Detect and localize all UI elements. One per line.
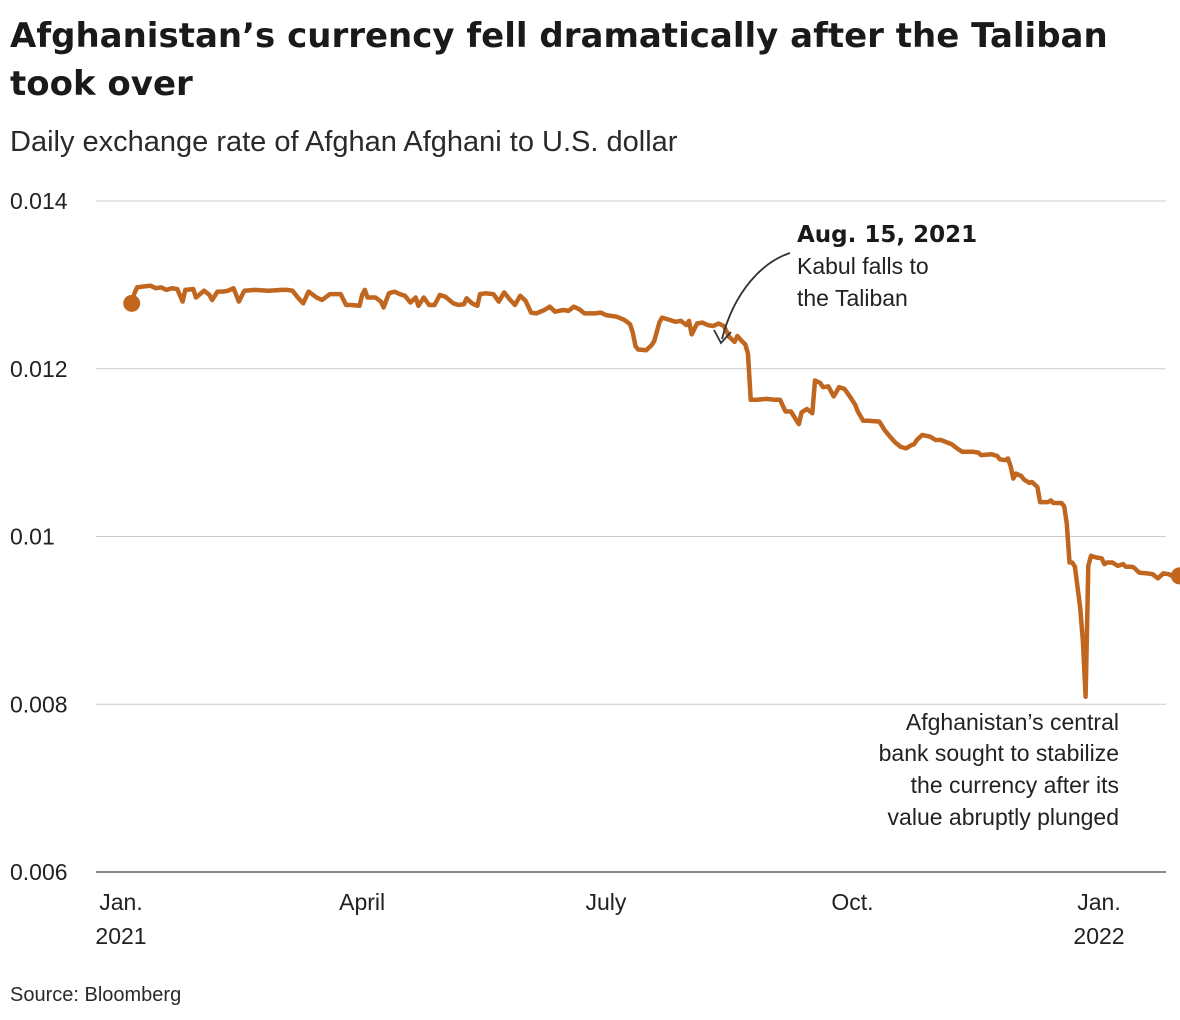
chart-subtitle: Daily exchange rate of Afghan Afghani to… — [10, 126, 678, 158]
series-start-marker — [123, 294, 141, 312]
x-tick-label: Jan. — [1077, 889, 1120, 915]
x-tick-label-year: 2022 — [1073, 923, 1124, 949]
series-end-marker — [1170, 567, 1180, 585]
annotation-kabul-date: Aug. 15, 2021 — [797, 222, 977, 248]
y-tick-label: 0.014 — [10, 188, 68, 214]
source-note: Source: Bloomberg — [10, 984, 182, 1006]
x-tick-label: Oct. — [831, 889, 873, 915]
grid — [96, 200, 1166, 873]
annotation-arrow-kabul — [721, 252, 791, 340]
annotation-arrowhead-kabul — [713, 329, 732, 345]
annotation-bank-line3: the currency after its — [911, 772, 1119, 798]
annotation-bank-line4: value abruptly plunged — [888, 804, 1119, 830]
annotation-bank-line1: Afghanistan’s central — [906, 709, 1119, 735]
y-tick-label: 0.012 — [10, 356, 68, 382]
page-title: Afghanistan’s currency fell dramatically… — [10, 16, 1108, 104]
y-tick-label: 0.006 — [10, 859, 68, 885]
annotations: Aug. 15, 2021 Kabul falls to the Taliban… — [713, 222, 1119, 830]
series — [123, 283, 1180, 699]
x-tick-label: April — [339, 889, 385, 915]
annotation-bank-line2: bank sought to stabilize — [879, 740, 1119, 766]
axes: 0.014 0.012 0.01 0.008 0.006 Jan. 2021 April Jul… — [10, 188, 1125, 949]
x-tick-label-year: 2021 — [95, 923, 146, 949]
x-tick-label: Jan. — [99, 889, 142, 915]
annotation-kabul-line1: Kabul falls to — [797, 253, 929, 279]
x-tick-label: July — [586, 889, 627, 915]
series-line — [129, 283, 1180, 699]
annotation-kabul-line2: the Taliban — [797, 285, 908, 311]
y-tick-label: 0.01 — [10, 524, 55, 550]
y-tick-label: 0.008 — [10, 691, 68, 717]
